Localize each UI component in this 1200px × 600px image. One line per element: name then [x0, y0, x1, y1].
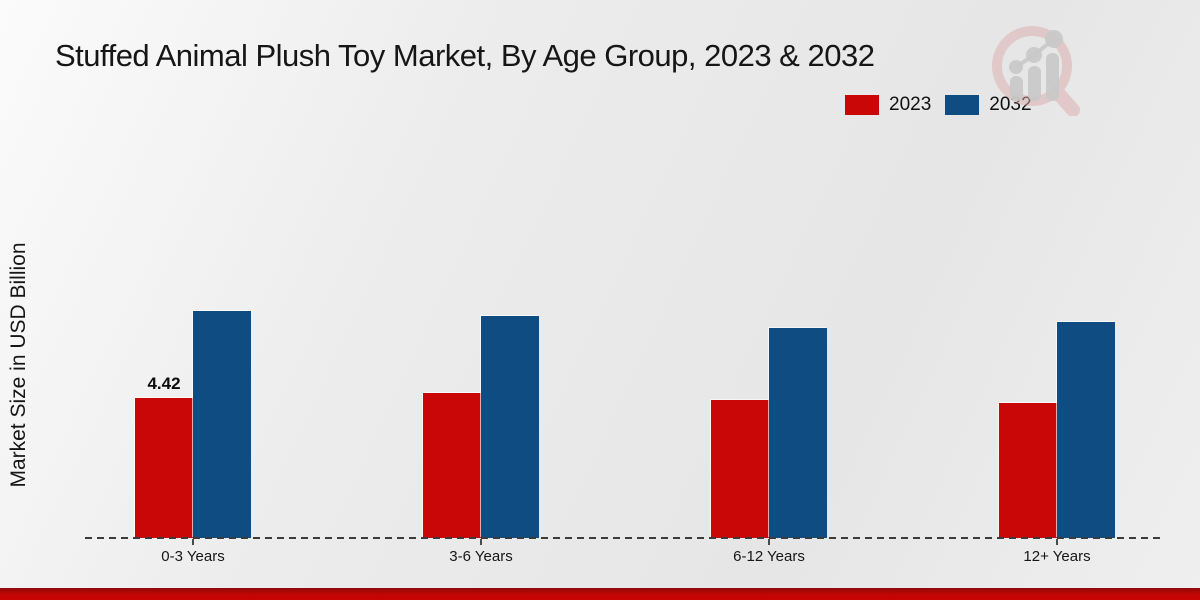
x-axis-tick [480, 539, 482, 545]
x-axis-tick [768, 539, 770, 545]
legend-swatch-2032 [945, 95, 980, 115]
magnifier-bar-chart-logo-icon [992, 26, 1080, 116]
legend-swatch-2023 [845, 95, 879, 115]
bar-2023-12+-years [999, 403, 1057, 538]
bar-2023-6-12-years [711, 400, 769, 538]
x-axis-category-label: 0-3 Years [161, 548, 225, 565]
bar-2032-12+-years [1057, 322, 1115, 538]
x-axis-tick [1056, 539, 1058, 545]
legend-item-2023: 2023 [845, 94, 931, 116]
bar-value-label: 4.42 [147, 374, 181, 393]
x-axis-category-label: 6-12 Years [733, 548, 805, 565]
bar-2032-6-12-years [769, 328, 827, 538]
bar-2023-3-6-years [423, 393, 481, 538]
bar-2032-0-3-years [193, 311, 251, 538]
bar-2032-3-6-years [481, 316, 539, 538]
legend-label-2023: 2023 [889, 94, 932, 115]
chart-title: Stuffed Animal Plush Toy Market, By Age … [55, 38, 875, 73]
x-axis-category-label: 3-6 Years [449, 548, 513, 565]
x-axis-dashed-line [85, 537, 1165, 539]
bottom-accent-bar [0, 588, 1200, 600]
x-axis-tick [192, 539, 194, 545]
bar-2023-0-3-years [135, 398, 193, 538]
x-axis-category-label: 12+ Years [1023, 548, 1091, 565]
